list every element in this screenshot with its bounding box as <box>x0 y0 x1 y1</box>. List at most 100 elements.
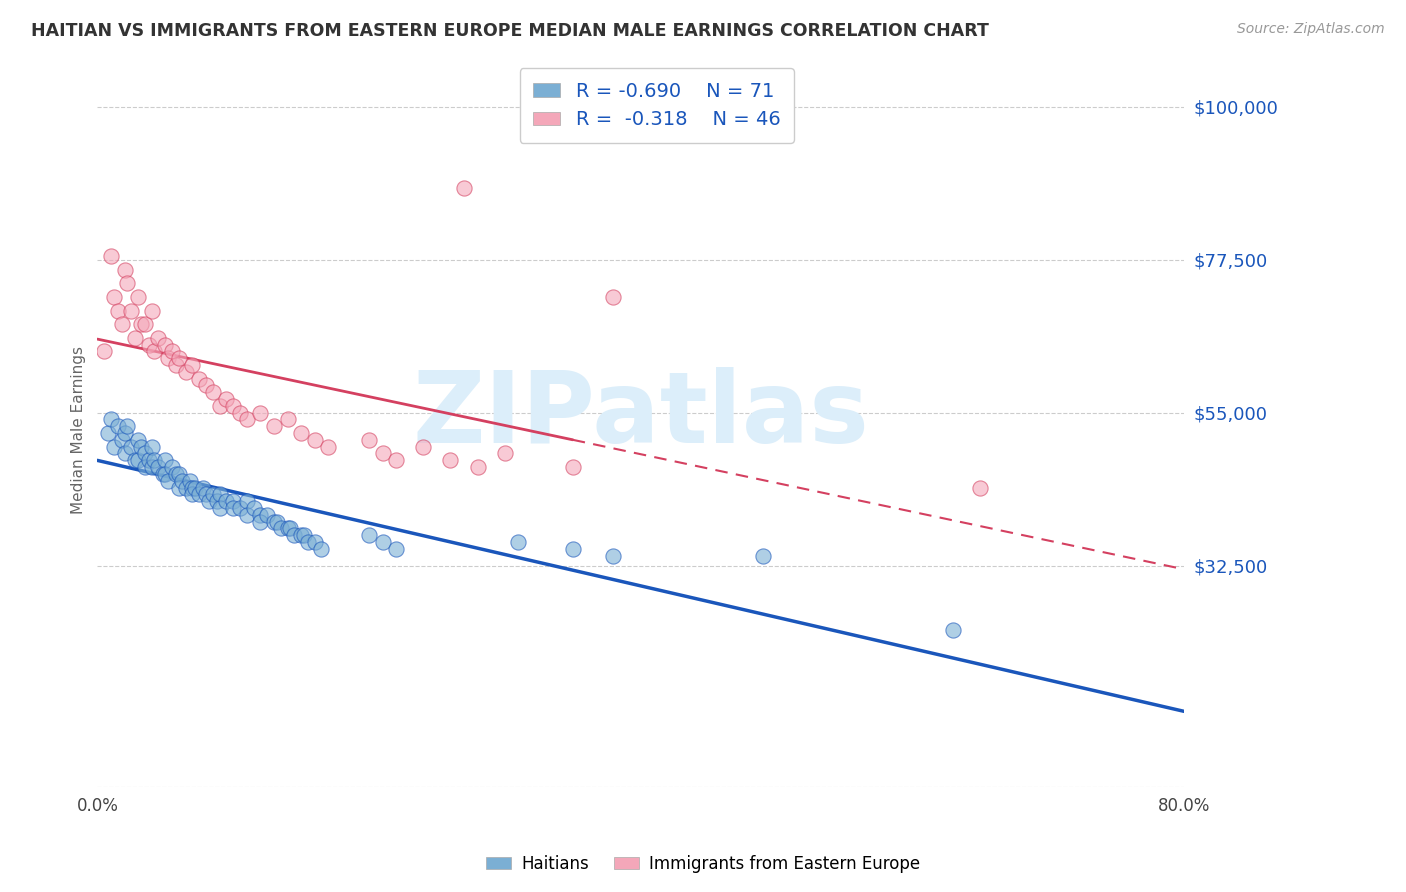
Point <box>134 317 156 331</box>
Point <box>561 460 583 475</box>
Point <box>222 500 245 515</box>
Point <box>357 528 380 542</box>
Point <box>561 541 583 556</box>
Point <box>120 440 142 454</box>
Point <box>290 528 312 542</box>
Point <box>129 440 152 454</box>
Point <box>290 426 312 441</box>
Text: ZIPatlas: ZIPatlas <box>412 367 869 464</box>
Point <box>103 440 125 454</box>
Point <box>184 481 207 495</box>
Point <box>292 528 315 542</box>
Point <box>201 487 224 501</box>
Point <box>229 500 252 515</box>
Point <box>276 521 298 535</box>
Point <box>357 433 380 447</box>
Point <box>155 453 177 467</box>
Point <box>439 453 461 467</box>
Point <box>208 500 231 515</box>
Point <box>297 535 319 549</box>
Point <box>107 303 129 318</box>
Point <box>181 487 204 501</box>
Point <box>270 521 292 535</box>
Point <box>143 453 166 467</box>
Point <box>263 419 285 434</box>
Point <box>181 358 204 372</box>
Point <box>249 508 271 522</box>
Point <box>148 460 170 475</box>
Point <box>371 535 394 549</box>
Point <box>188 487 211 501</box>
Point <box>156 351 179 366</box>
Point <box>103 290 125 304</box>
Point <box>222 399 245 413</box>
Point <box>242 500 264 515</box>
Point <box>165 467 187 481</box>
Point <box>120 303 142 318</box>
Point <box>371 446 394 460</box>
Point <box>167 467 190 481</box>
Point <box>412 440 434 454</box>
Point <box>266 515 288 529</box>
Point <box>249 515 271 529</box>
Point <box>138 337 160 351</box>
Point <box>127 453 149 467</box>
Point <box>141 303 163 318</box>
Point <box>107 419 129 434</box>
Point <box>97 426 120 441</box>
Point <box>160 344 183 359</box>
Point <box>129 317 152 331</box>
Point <box>181 481 204 495</box>
Point <box>229 406 252 420</box>
Point <box>165 358 187 372</box>
Point <box>152 467 174 481</box>
Point <box>311 541 333 556</box>
Point <box>134 460 156 475</box>
Point <box>969 481 991 495</box>
Point <box>134 446 156 460</box>
Point <box>467 460 489 475</box>
Point <box>141 460 163 475</box>
Point <box>115 419 138 434</box>
Point <box>174 365 197 379</box>
Legend: R = -0.690    N = 71, R =  -0.318    N = 46: R = -0.690 N = 71, R = -0.318 N = 46 <box>520 68 794 143</box>
Point <box>115 277 138 291</box>
Point <box>143 344 166 359</box>
Point <box>197 494 219 508</box>
Point <box>179 474 201 488</box>
Point <box>208 487 231 501</box>
Point <box>167 481 190 495</box>
Point <box>100 412 122 426</box>
Point <box>304 433 326 447</box>
Point <box>188 372 211 386</box>
Point <box>236 494 259 508</box>
Point <box>193 481 215 495</box>
Point <box>174 481 197 495</box>
Point <box>508 535 530 549</box>
Point <box>215 494 238 508</box>
Point <box>494 446 516 460</box>
Legend: Haitians, Immigrants from Eastern Europe: Haitians, Immigrants from Eastern Europe <box>479 848 927 880</box>
Point <box>453 181 475 195</box>
Point <box>155 337 177 351</box>
Point <box>124 453 146 467</box>
Point <box>201 385 224 400</box>
Point <box>170 474 193 488</box>
Point <box>127 433 149 447</box>
Point <box>283 528 305 542</box>
Point <box>167 351 190 366</box>
Point <box>138 453 160 467</box>
Point <box>127 290 149 304</box>
Text: Source: ZipAtlas.com: Source: ZipAtlas.com <box>1237 22 1385 37</box>
Point <box>100 249 122 263</box>
Point <box>385 541 408 556</box>
Point <box>236 412 259 426</box>
Text: HAITIAN VS IMMIGRANTS FROM EASTERN EUROPE MEDIAN MALE EARNINGS CORRELATION CHART: HAITIAN VS IMMIGRANTS FROM EASTERN EUROP… <box>31 22 988 40</box>
Point <box>385 453 408 467</box>
Point <box>304 535 326 549</box>
Y-axis label: Median Male Earnings: Median Male Earnings <box>72 346 86 514</box>
Point <box>160 460 183 475</box>
Point <box>124 331 146 345</box>
Point <box>195 487 218 501</box>
Point <box>141 440 163 454</box>
